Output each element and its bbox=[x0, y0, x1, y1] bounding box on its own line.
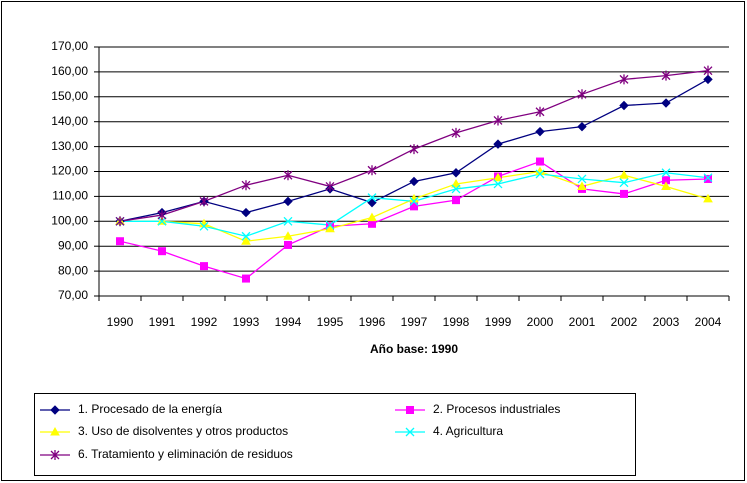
x-tick-label: 1999 bbox=[485, 315, 512, 329]
data-point bbox=[115, 216, 125, 227]
data-point bbox=[283, 216, 293, 226]
y-tick-label: 160,00 bbox=[51, 64, 88, 78]
legend-marker bbox=[405, 427, 415, 437]
data-point bbox=[325, 220, 335, 230]
data-point bbox=[451, 178, 461, 188]
legend-label: 2. Procesos industriales bbox=[433, 402, 560, 416]
data-point bbox=[116, 237, 124, 246]
y-tick-label: 80,00 bbox=[58, 263, 88, 277]
data-point bbox=[451, 168, 461, 178]
x-tick-label: 1993 bbox=[233, 315, 260, 329]
x-axis-title: Año base: 1990 bbox=[370, 342, 458, 356]
data-point bbox=[200, 262, 208, 271]
data-point bbox=[661, 70, 671, 81]
data-point bbox=[199, 221, 209, 231]
y-tick-label: 120,00 bbox=[51, 164, 88, 178]
data-point bbox=[283, 170, 293, 181]
data-point bbox=[535, 106, 545, 117]
data-point bbox=[241, 236, 251, 245]
data-point bbox=[409, 196, 419, 206]
data-point bbox=[620, 189, 628, 198]
data-point bbox=[661, 168, 671, 178]
data-point bbox=[493, 172, 503, 182]
legend-box bbox=[34, 393, 636, 476]
y-tick-label: 170,00 bbox=[51, 39, 88, 53]
data-point bbox=[493, 139, 503, 149]
x-tick-label: 2002 bbox=[611, 315, 638, 329]
data-point bbox=[241, 207, 251, 218]
data-point bbox=[619, 178, 629, 188]
data-point bbox=[157, 210, 167, 221]
data-point bbox=[703, 74, 713, 85]
legend-marker bbox=[50, 426, 60, 436]
data-point bbox=[577, 121, 587, 132]
y-tick-label: 90,00 bbox=[58, 238, 88, 252]
data-point bbox=[661, 181, 671, 190]
data-point bbox=[535, 126, 545, 137]
y-tick-label: 110,00 bbox=[52, 189, 88, 203]
x-tick-label: 1990 bbox=[107, 315, 134, 329]
x-tick-label: 1991 bbox=[149, 315, 176, 329]
data-point bbox=[493, 179, 503, 189]
x-tick-label: 1996 bbox=[359, 315, 386, 329]
y-tick-label: 140,00 bbox=[51, 114, 88, 128]
data-point bbox=[661, 98, 671, 108]
x-tick-label: 1994 bbox=[275, 315, 302, 329]
data-point bbox=[451, 184, 461, 194]
x-tick-label: 2001 bbox=[569, 315, 596, 329]
x-tick-label: 2004 bbox=[695, 315, 722, 329]
data-point bbox=[452, 196, 460, 205]
legend-label: 1. Procesado de la energía bbox=[78, 402, 222, 416]
y-tick-label: 100,00 bbox=[51, 213, 88, 227]
data-point bbox=[158, 247, 166, 256]
data-point bbox=[577, 174, 587, 184]
legend-label: 4. Agricultura bbox=[433, 424, 503, 438]
data-point bbox=[703, 173, 713, 183]
data-point bbox=[242, 274, 250, 283]
data-point bbox=[619, 74, 629, 85]
data-point bbox=[283, 196, 293, 207]
data-point bbox=[241, 180, 251, 191]
legend-marker bbox=[406, 406, 414, 414]
data-point bbox=[577, 89, 587, 100]
data-point bbox=[410, 202, 418, 211]
x-tick-label: 1997 bbox=[401, 315, 428, 329]
data-point bbox=[284, 240, 292, 249]
data-point bbox=[367, 165, 377, 176]
data-point bbox=[367, 197, 377, 208]
x-tick-label: 1992 bbox=[191, 315, 218, 329]
data-point bbox=[409, 144, 419, 155]
legend-marker bbox=[50, 405, 60, 415]
data-point bbox=[367, 193, 377, 203]
data-point bbox=[451, 127, 461, 138]
data-point bbox=[536, 157, 544, 166]
data-point bbox=[368, 219, 376, 228]
data-point bbox=[325, 223, 335, 233]
data-point bbox=[619, 170, 629, 179]
y-tick-label: 130,00 bbox=[51, 139, 88, 153]
data-point bbox=[619, 100, 629, 111]
y-tick-label: 70,00 bbox=[58, 288, 88, 302]
x-tick-label: 2003 bbox=[653, 315, 680, 329]
data-point bbox=[703, 193, 713, 203]
legend-label: 6. Tratamiento y eliminación de residuos bbox=[78, 447, 293, 461]
data-point bbox=[535, 169, 545, 179]
data-point bbox=[283, 231, 293, 240]
x-tick-label: 1995 bbox=[317, 315, 344, 329]
y-tick-label: 150,00 bbox=[51, 89, 88, 103]
x-tick-label: 2000 bbox=[527, 315, 554, 329]
data-point bbox=[367, 212, 377, 222]
data-point bbox=[704, 174, 712, 183]
data-point bbox=[493, 115, 503, 126]
data-point bbox=[409, 176, 419, 187]
data-point bbox=[199, 196, 209, 207]
legend-label: 3. Uso de disolventes y otros productos bbox=[78, 424, 288, 438]
data-point bbox=[241, 231, 251, 241]
x-tick-label: 1998 bbox=[443, 315, 470, 329]
data-point bbox=[325, 181, 335, 192]
legend-marker bbox=[50, 450, 60, 460]
data-point bbox=[577, 181, 587, 190]
data-point bbox=[703, 65, 713, 76]
